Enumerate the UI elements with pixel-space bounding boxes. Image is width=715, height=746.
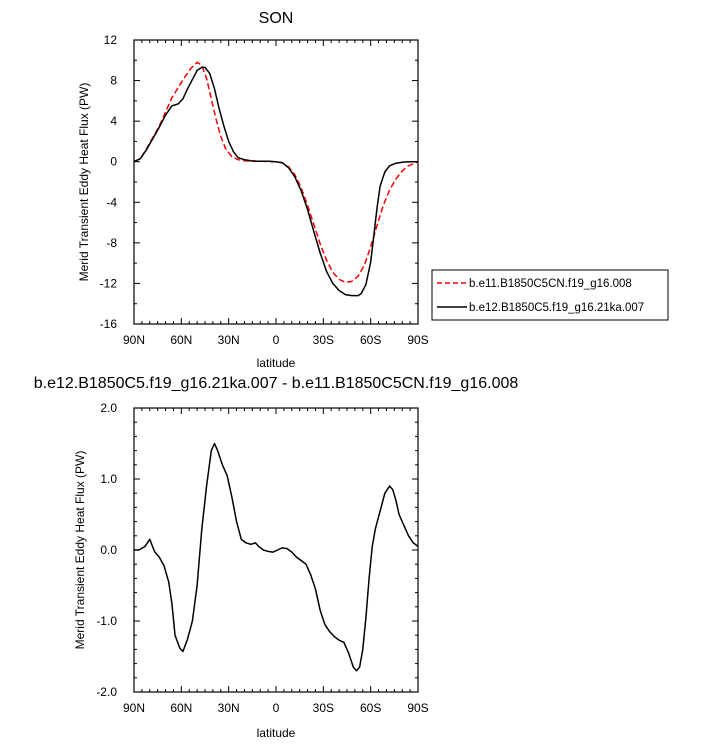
top-plot-area (133, 61, 419, 297)
bottom-axes: 90N 60N 30N 0 30S 60S 90S 2.0 1.0 0.0 -1.0 -2.0 (96, 401, 428, 715)
bottom-x-tick-label: 90N (123, 701, 145, 715)
bottom-x-tick-label: 60S (360, 701, 381, 715)
top-y-tick-label: -12 (100, 276, 118, 290)
bottom-y-tick-label: 1.0 (100, 472, 117, 486)
top-x-tick-label: 60S (360, 333, 381, 347)
top-chart-title: SON (259, 10, 294, 27)
top-x-tick-label: 90N (123, 333, 145, 347)
bottom-y-tick-label: -2.0 (96, 685, 117, 699)
top-panel: SON 90N 60N 30N 0 30S 60S 90S 12 8 4 0 -4 -8 -12 -16 l… (77, 10, 669, 370)
bottom-chart-title: b.e12.B1850C5.f19_g16.21ka.007 - b.e11.B… (34, 375, 519, 392)
bottom-plot-area (134, 442, 419, 672)
top-y-tick-label: -8 (106, 236, 117, 250)
top-series-line-1 (133, 61, 419, 284)
top-x-tick-label: 30N (218, 333, 240, 347)
top-x-tick-label: 30S (313, 333, 334, 347)
legend-box (431, 269, 669, 321)
bottom-x-tick-label: 0 (273, 701, 280, 715)
bottom-x-tick-label: 30N (218, 701, 240, 715)
legend-label-series-1: b.e11.B1850C5CN.f19_g16.008 (469, 278, 632, 290)
top-x-tick-label: 60N (170, 333, 192, 347)
top-y-tick-label: 8 (110, 74, 117, 88)
top-y-tick-label: 12 (104, 33, 118, 47)
bottom-x-axis-label: latitude (257, 726, 296, 740)
bottom-series-line-1 (134, 442, 419, 672)
legend-label-series-2: b.e12.B1850C5.f19_g16.21ka.007 (469, 302, 644, 314)
top-legend: b.e11.B1850C5CN.f19_g16.008 b.e12.B1850C… (431, 269, 669, 321)
top-y-tick-label: 0 (110, 155, 117, 169)
bottom-y-tick-label: 0.0 (100, 543, 117, 557)
top-y-tick-label: -16 (100, 317, 118, 331)
bottom-x-tick-label: 60N (170, 701, 192, 715)
top-y-axis-label: Merid Transient Eddy Heat Flux (PW) (77, 83, 91, 282)
top-x-axis-label: latitude (257, 356, 296, 370)
top-series-line-2 (133, 66, 418, 297)
top-x-tick-label: 90S (407, 333, 428, 347)
bottom-x-tick-label: 30S (313, 701, 334, 715)
top-axes: 90N 60N 30N 0 30S 60S 90S 12 8 4 0 -4 -8 -12 -16 (100, 33, 429, 347)
bottom-panel: b.e12.B1850C5.f19_g16.21ka.007 - b.e11.B… (34, 375, 519, 740)
top-y-tick-label: -4 (106, 195, 117, 209)
bottom-y-tick-label: -1.0 (96, 614, 117, 628)
bottom-y-tick-label: 2.0 (100, 401, 117, 415)
top-plot-frame (133, 39, 419, 325)
bottom-x-tick-label: 90S (407, 701, 428, 715)
top-y-tick-label: 4 (110, 114, 117, 128)
bottom-y-axis-label: Merid Transient Eddy Heat Flux (PW) (73, 451, 87, 650)
top-x-tick-label: 0 (273, 333, 280, 347)
